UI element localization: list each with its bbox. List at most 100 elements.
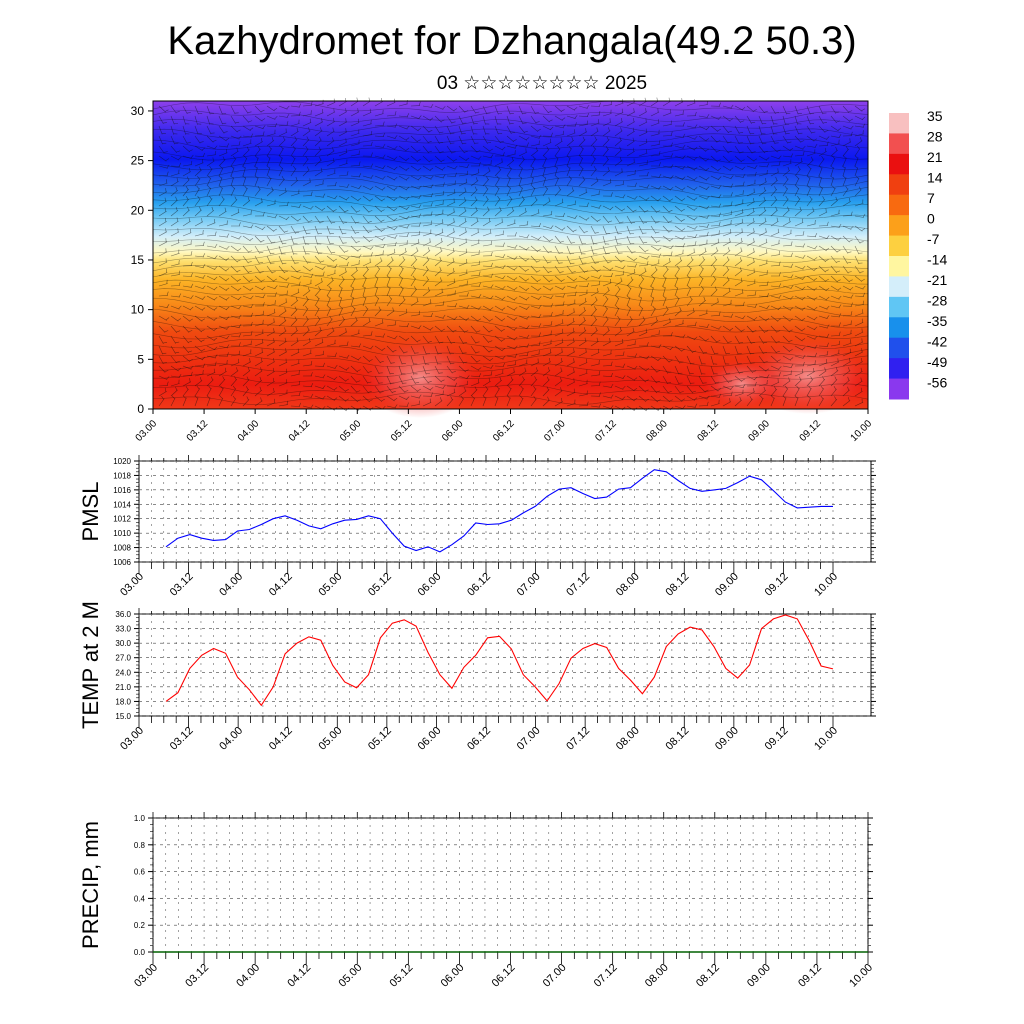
wind-barb [458, 269, 468, 277]
wind-barb [194, 218, 204, 227]
wind-barb [674, 185, 686, 191]
wind-barb [386, 265, 392, 277]
wind-barb [698, 231, 709, 237]
wind-barb [674, 275, 679, 287]
wind-barb [770, 386, 778, 397]
wind-barb [458, 335, 468, 344]
wind-barb [158, 375, 170, 380]
wind-barb [278, 165, 284, 177]
wind-barb [254, 175, 259, 187]
wind-barb [338, 215, 348, 224]
wind-barb [278, 225, 289, 233]
x-tick-label: 09.12 [798, 418, 824, 444]
wind-barb [158, 335, 168, 344]
wind-barb [410, 297, 419, 307]
wind-barb [854, 338, 864, 347]
wind-barb [710, 325, 722, 330]
wind-barb [470, 355, 481, 363]
wind-barb [578, 327, 587, 337]
wind-barb [530, 265, 541, 273]
wind-barb [506, 345, 518, 350]
y-tick-label: 1.0 [134, 814, 146, 823]
wind-barb [410, 204, 422, 209]
wind-barb [314, 295, 320, 307]
wind-barb [482, 273, 494, 278]
wind-barb [674, 249, 684, 257]
wind-barb [158, 325, 169, 333]
wind-barb [746, 258, 756, 267]
wind-barb [386, 335, 398, 340]
wind-barb [542, 396, 550, 407]
wind-barb [494, 275, 506, 280]
wind-barb [794, 157, 803, 167]
wind-barb [362, 152, 373, 157]
wind-barb [758, 305, 770, 310]
wind-barb [194, 145, 206, 151]
wind-barb [206, 150, 217, 157]
wind-barb [530, 376, 538, 387]
wind-barb [530, 332, 541, 337]
wind-barb [158, 228, 168, 237]
wind-barb [230, 165, 235, 177]
x-tick-label: 07.00 [515, 571, 543, 599]
wind-barb [182, 283, 194, 288]
wind-barb [398, 215, 410, 220]
wind-barb [746, 315, 758, 321]
x-tick-label: 03.12 [168, 725, 196, 753]
wind-barb [518, 315, 530, 320]
wind-barb [278, 145, 284, 157]
wind-barb [746, 396, 753, 407]
x-tick-label: 06.12 [491, 418, 517, 444]
wind-barb [302, 155, 309, 167]
wind-barb [650, 195, 662, 202]
wind-barb [398, 385, 409, 393]
wind-barb [326, 169, 336, 177]
wind-barb [626, 117, 635, 127]
wind-barb [590, 274, 602, 279]
wind-barb [398, 345, 408, 354]
wind-barb [530, 105, 540, 114]
wind-barb [254, 105, 265, 113]
wind-barb [794, 395, 799, 407]
wind-barb [854, 300, 865, 307]
wind-barb [626, 385, 638, 392]
wind-barb [458, 280, 468, 287]
wind-barb [722, 175, 734, 180]
wind-barb [842, 255, 852, 264]
x-tick-label: 07.12 [593, 418, 619, 444]
wind-barb [686, 275, 691, 287]
wind-barb [278, 358, 288, 367]
wind-barb [842, 275, 853, 283]
wind-barb [590, 316, 598, 327]
wind-barb [434, 385, 446, 389]
wind-barb [410, 194, 422, 199]
wind-barb [734, 384, 746, 389]
wind-barb [434, 345, 442, 355]
wind-barb [362, 375, 372, 384]
wind-barb [326, 147, 335, 157]
wind-barb [734, 375, 745, 382]
wind-barb [578, 225, 588, 234]
x-tick-label: 06.12 [490, 962, 518, 990]
wind-barb [830, 125, 842, 132]
wind-barb [794, 335, 806, 342]
wind-barb [254, 125, 266, 130]
wind-barb [362, 295, 367, 307]
wind-barb [541, 165, 546, 177]
wind-barb [674, 98, 684, 107]
wind-barb [638, 235, 648, 244]
wind-barb [842, 125, 854, 130]
wind-barb [170, 186, 178, 197]
wind-barb [482, 335, 493, 343]
wind-barb [290, 103, 302, 108]
wind-barb [734, 115, 745, 123]
wind-barb [494, 105, 502, 115]
wind-barb [218, 395, 224, 407]
wind-barb [518, 275, 530, 282]
wind-barb [650, 317, 659, 327]
wind-barb [434, 314, 446, 319]
wind-barb [626, 269, 636, 277]
wind-barb [770, 305, 782, 311]
x-tick-label: 06.12 [465, 725, 493, 753]
wind-barb [638, 160, 648, 167]
